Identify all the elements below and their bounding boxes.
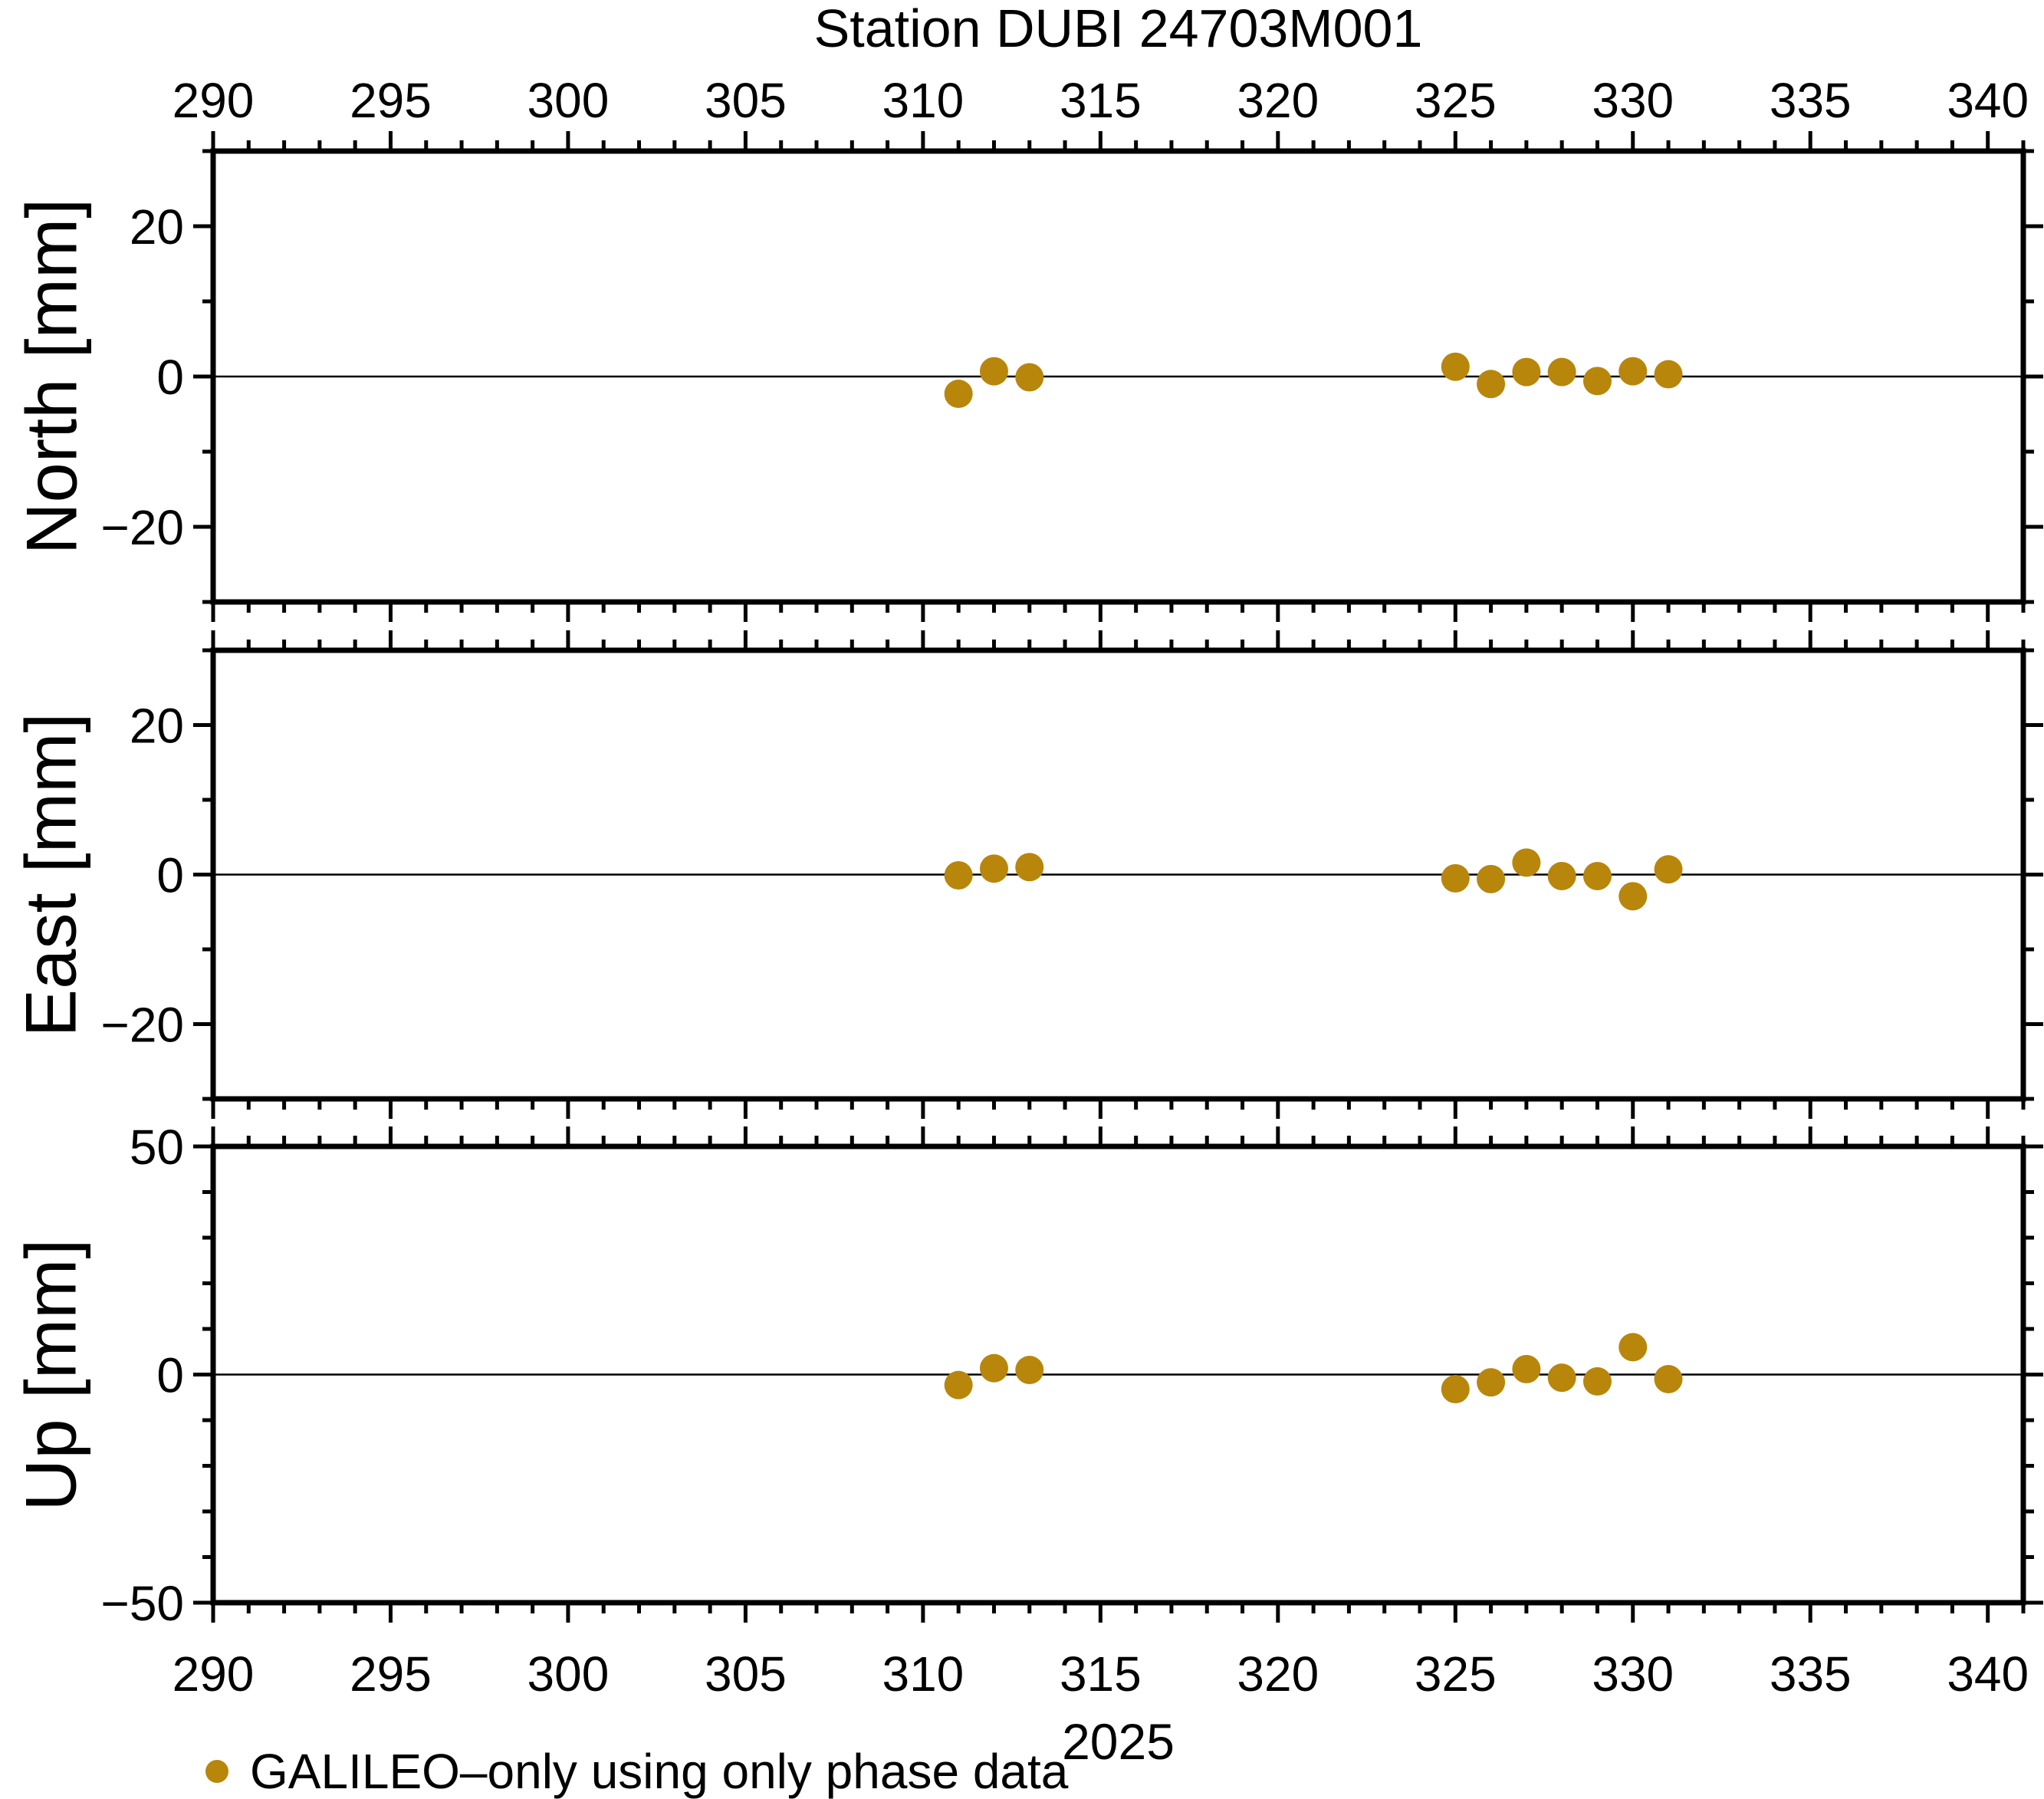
data-point-up — [979, 1353, 1008, 1383]
data-point-east — [1654, 855, 1683, 884]
x-tick-label-bottom: 315 — [1060, 1646, 1142, 1702]
x-tick-label-top: 335 — [1770, 73, 1852, 128]
data-point-east — [979, 854, 1008, 883]
data-point-north — [1618, 357, 1648, 386]
data-point-north — [1582, 367, 1612, 396]
legend-marker-icon — [205, 1760, 228, 1783]
data-point-north — [1015, 363, 1044, 392]
x-tick-label-bottom: 295 — [350, 1646, 432, 1702]
y-tick-label-up: 0 — [156, 1348, 184, 1403]
panel-frame-up — [210, 1143, 2026, 1606]
data-point-north — [979, 357, 1008, 386]
x-tick-label-top: 320 — [1237, 73, 1319, 128]
x-tick-label-top: 330 — [1592, 73, 1674, 128]
data-point-up — [1654, 1364, 1683, 1393]
chart-title: Station DUBI 24703M001 — [813, 0, 1423, 58]
data-point-north — [1547, 357, 1576, 386]
y-tick-label-north: 20 — [130, 199, 184, 255]
x-tick-label-bottom: 320 — [1237, 1646, 1319, 1702]
y-tick-label-east: 20 — [130, 699, 184, 754]
data-point-east — [1547, 861, 1576, 890]
x-tick-label-top: 300 — [527, 73, 610, 128]
data-point-east — [1015, 853, 1044, 882]
x-tick-label-top: 310 — [882, 73, 964, 128]
y-tick-label-north: −20 — [100, 500, 184, 555]
x-tick-label-top: 315 — [1060, 73, 1142, 128]
data-point-up — [1441, 1375, 1470, 1404]
data-point-up — [1512, 1354, 1541, 1383]
data-point-north — [1654, 360, 1683, 389]
data-point-north — [1477, 370, 1506, 399]
y-tick-label-east: 0 — [156, 848, 184, 903]
x-tick-label-bottom: 340 — [1947, 1646, 2029, 1702]
y-tick-label-east: −20 — [100, 998, 184, 1053]
panel-frame-east — [210, 647, 2026, 1102]
data-point-east — [1618, 882, 1648, 911]
x-tick-label-bottom: 330 — [1592, 1646, 1674, 1702]
data-point-up — [1547, 1363, 1576, 1393]
x-tick-label-bottom: 290 — [173, 1646, 255, 1702]
x-tick-label-bottom: 310 — [882, 1646, 964, 1702]
x-tick-label-bottom: 335 — [1770, 1646, 1852, 1702]
data-point-east — [1477, 864, 1506, 893]
data-point-east — [944, 860, 973, 890]
y-tick-label-up: −50 — [100, 1576, 184, 1631]
x-tick-label-bottom: 305 — [705, 1646, 787, 1702]
panel-frame-north — [210, 148, 2026, 605]
data-point-north — [1441, 352, 1470, 381]
data-point-east — [1441, 863, 1470, 893]
x-tick-label-top: 295 — [350, 73, 432, 128]
x-tick-label-top: 340 — [1947, 73, 2029, 128]
x-axis-year-label: 2025 — [1062, 1713, 1175, 1770]
y-tick-label-north: 0 — [156, 350, 184, 405]
x-tick-label-bottom: 325 — [1415, 1646, 1497, 1702]
x-tick-label-top: 290 — [173, 73, 255, 128]
legend: GALILEO–only using only phase data — [205, 1744, 1068, 1799]
x-tick-label-top: 325 — [1415, 73, 1497, 128]
x-tick-label-top: 305 — [705, 73, 787, 128]
y-tick-label-up: 50 — [130, 1120, 184, 1175]
legend-label: GALILEO–only using only phase data — [250, 1744, 1069, 1799]
data-point-up — [1015, 1356, 1044, 1385]
data-point-up — [944, 1370, 973, 1399]
x-tick-label-bottom: 300 — [527, 1646, 610, 1702]
data-point-up — [1582, 1367, 1612, 1396]
data-point-east — [1582, 861, 1612, 890]
data-point-east — [1512, 848, 1541, 877]
data-point-north — [1512, 357, 1541, 386]
data-point-north — [944, 380, 973, 409]
data-point-up — [1618, 1333, 1648, 1362]
data-point-up — [1477, 1368, 1506, 1397]
